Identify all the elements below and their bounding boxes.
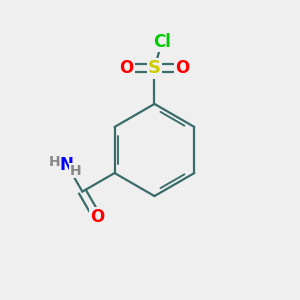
Text: H: H — [70, 164, 81, 178]
Text: S: S — [148, 59, 161, 77]
Text: Cl: Cl — [153, 32, 171, 50]
Text: N: N — [60, 156, 74, 174]
Text: O: O — [119, 59, 133, 77]
Text: O: O — [176, 59, 190, 77]
Text: O: O — [90, 208, 104, 226]
Text: H: H — [49, 155, 60, 169]
